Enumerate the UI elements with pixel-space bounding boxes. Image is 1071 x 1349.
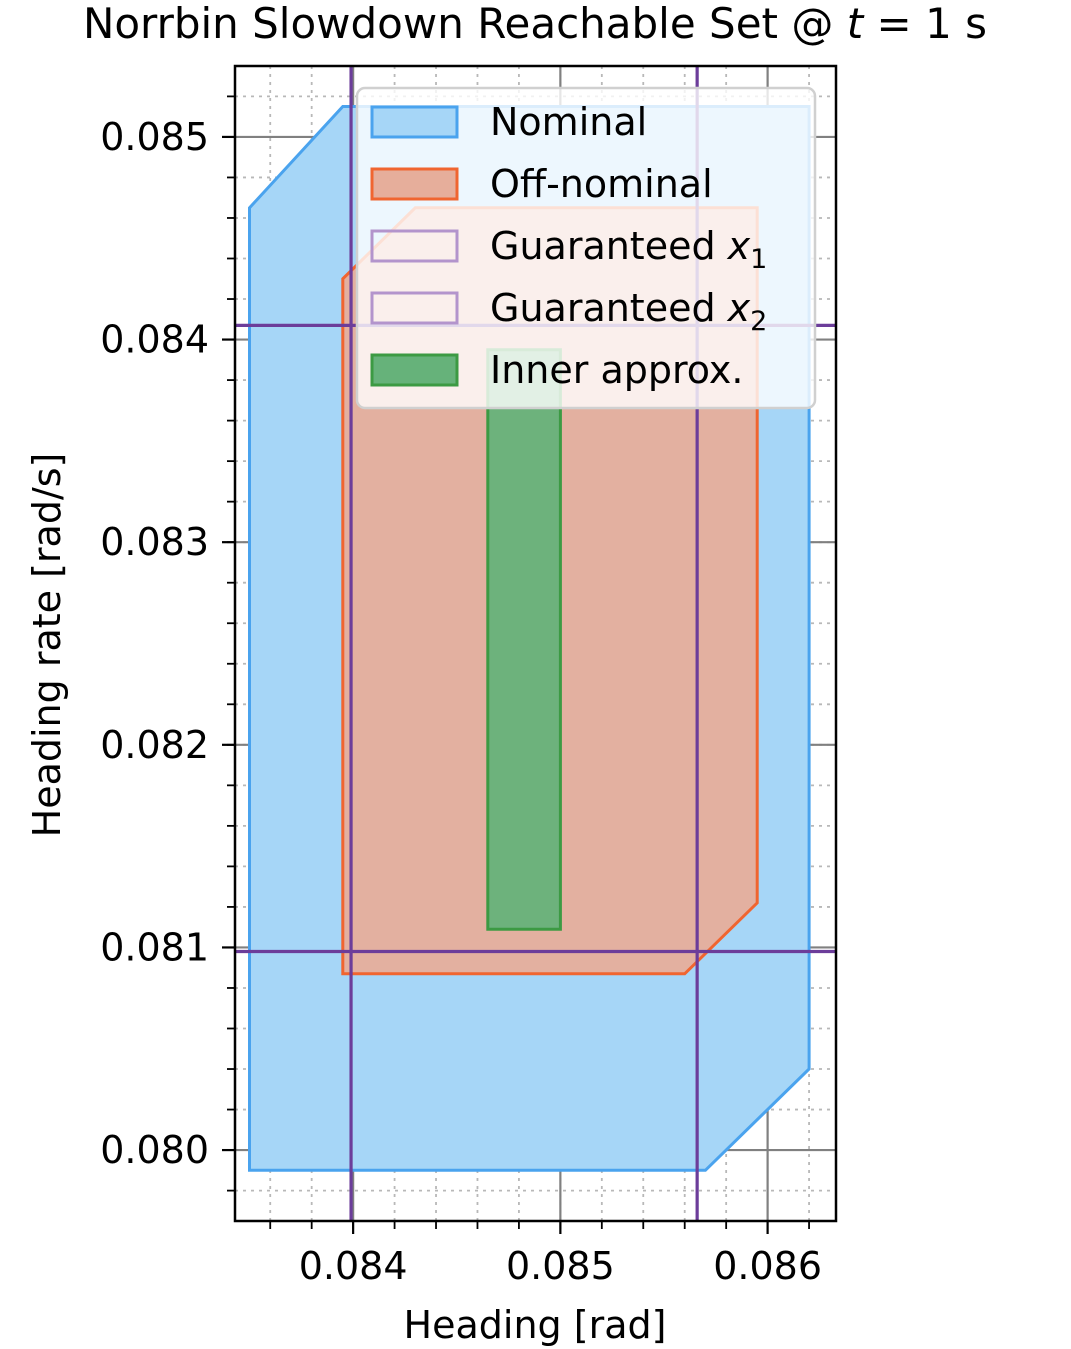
legend-box: [355, 86, 817, 410]
legend-label: Nominal: [490, 100, 647, 144]
y-tick-label: 0.081: [100, 925, 209, 969]
x-tick-label: 0.084: [299, 1244, 408, 1288]
y-tick-label: 0.082: [100, 723, 209, 767]
legend-label: Off-nominal: [490, 162, 713, 206]
legend-label: Guaranteed x1: [490, 224, 767, 275]
chart-title-var: t: [847, 0, 865, 48]
legend-swatch: [370, 229, 459, 263]
series-polygon-4: [486, 348, 562, 931]
chart-title-text: Norrbin Slowdown Reachable Set @: [83, 0, 847, 48]
legend-label: Guaranteed x2: [490, 286, 767, 337]
axis-ticks: 0.084 0.085 0.086 0.080 0.081 0.082 0.083 0.084…: [100, 95, 822, 1288]
x-tick-label: 0.086: [713, 1244, 822, 1288]
y-tick-label: 0.080: [100, 1128, 209, 1172]
y-tick-label: 0.083: [100, 520, 209, 564]
legend: Nominal Off-nominal Guaranteed x1 Guarantee…: [355, 86, 817, 410]
legend-swatch: [370, 291, 459, 325]
legend-label: Inner approx.: [490, 348, 743, 392]
x-axis-label: Heading [rad]: [404, 1303, 667, 1347]
legend-swatch: [370, 353, 459, 387]
chart-title-rest: = 1 s: [863, 0, 987, 48]
chart-title: Norrbin Slowdown Reachable Set @ t = 1 s: [83, 0, 987, 48]
y-axis-label: Heading rate [rad/s]: [25, 453, 69, 838]
legend-swatch: [370, 105, 459, 139]
plot-frame: [233, 64, 838, 1223]
y-tick-label: 0.085: [100, 115, 209, 159]
y-tick-label: 0.084: [100, 318, 209, 362]
legend-swatch: [370, 167, 459, 201]
x-tick-label: 0.085: [506, 1244, 615, 1288]
